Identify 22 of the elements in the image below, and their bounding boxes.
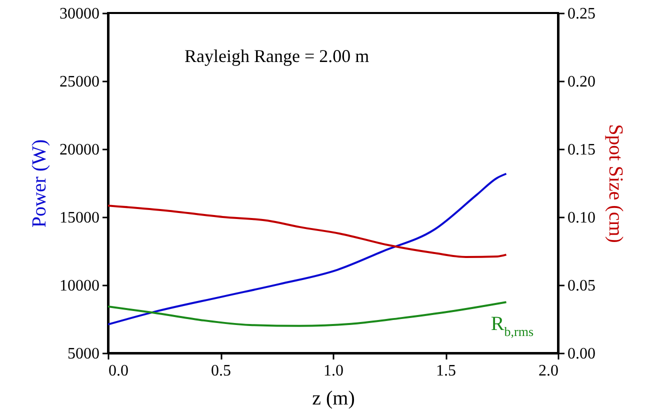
x-tick-label: 2.0 (538, 362, 558, 380)
y2-tick-label: 0.25 (568, 6, 596, 22)
x-axis-title: z (m) (312, 388, 355, 410)
line-series (108, 204, 508, 258)
y-axis-title: Power (W) (28, 139, 50, 228)
y2-tick-label: 0.15 (568, 142, 596, 158)
x-tick-label: 0.5 (211, 362, 231, 380)
y-tick-label: 5000 (68, 346, 100, 362)
y2-axis-title: Spot Size (cm) (604, 124, 626, 243)
x-tick-label: 1.5 (436, 362, 456, 380)
y2-tick-label: 0.05 (568, 278, 596, 294)
x-tick-label: 1.0 (324, 362, 344, 380)
y-tick-label: 20000 (60, 142, 100, 158)
y2-tick-label: 0.10 (568, 210, 596, 226)
y-tick-label: 25000 (60, 74, 100, 90)
y-tick-label: 15000 (60, 210, 100, 226)
annotation: Rayleigh Range = 2.00 m (184, 46, 370, 66)
y-tick-label: 30000 (60, 6, 100, 22)
y-tick-label: 10000 (60, 278, 100, 294)
y2-tick-label: 0.20 (568, 74, 596, 90)
y2-tick-label: 0.00 (568, 346, 596, 362)
x-tick-label: 0.0 (108, 362, 128, 380)
